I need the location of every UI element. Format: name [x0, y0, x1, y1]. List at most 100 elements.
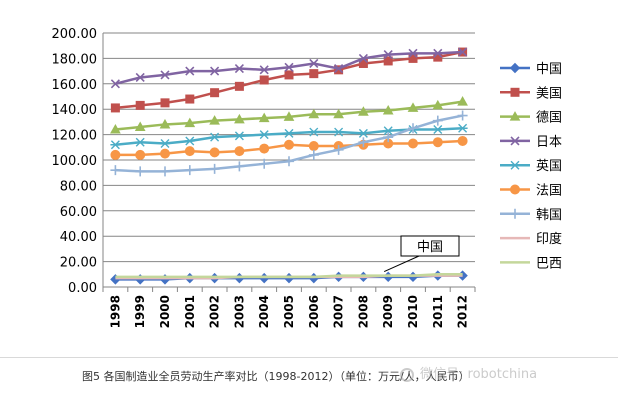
data-point	[333, 127, 344, 137]
y-tick-label: 160.00	[52, 78, 98, 93]
y-tick-label: 120.00	[52, 129, 98, 144]
legend-marker	[510, 136, 520, 146]
legend-item: 日本	[500, 135, 562, 150]
x-tick-label: 1998	[108, 295, 122, 328]
x-tick-label: 2012	[456, 295, 470, 328]
series-日本	[110, 47, 468, 89]
annotation-leader	[383, 255, 420, 273]
data-point	[284, 139, 294, 150]
data-point	[308, 272, 320, 284]
data-point	[209, 115, 220, 125]
data-point	[382, 104, 394, 115]
data-point	[457, 96, 468, 106]
data-point	[259, 158, 270, 169]
data-point	[110, 103, 120, 113]
data-point	[308, 108, 320, 119]
data-point	[234, 113, 245, 124]
y-tick-label: 20.00	[60, 256, 97, 271]
legend-item: 英国	[500, 159, 562, 174]
y-tick-label: 200.00	[52, 27, 98, 42]
legend-label: 英国	[536, 159, 562, 174]
annotation-text: 中国	[417, 240, 443, 255]
data-point	[160, 98, 170, 108]
data-point	[160, 138, 170, 148]
data-point	[110, 149, 121, 160]
x-tick-label: 2001	[183, 295, 197, 328]
y-tick-label: 100.00	[52, 154, 98, 169]
series-法国	[110, 135, 468, 160]
legend-item: 巴西	[500, 256, 562, 271]
data-point	[333, 144, 344, 155]
figure-caption: 图5 各国制造业全员劳动生产率对比（1998-2012）（单位：万元/人，人民币…	[82, 370, 470, 383]
y-tick-label: 40.00	[60, 230, 97, 245]
x-tick-label: 2011	[431, 295, 445, 328]
data-point	[185, 66, 195, 76]
data-point	[259, 65, 269, 75]
wechat-logo-icon	[400, 367, 414, 382]
legend-marker	[510, 87, 520, 97]
data-point	[259, 130, 270, 140]
data-point	[234, 161, 245, 172]
data-point	[234, 131, 245, 141]
legend-item: 德国	[500, 111, 562, 126]
x-tick-label: 2004	[257, 295, 271, 328]
data-point	[432, 115, 443, 126]
series-巴西	[115, 273, 463, 279]
y-tick-label: 60.00	[60, 205, 97, 220]
data-point	[135, 100, 145, 110]
data-point	[309, 58, 319, 69]
x-tick-label: 2007	[332, 295, 346, 328]
data-point	[160, 70, 170, 80]
data-point	[383, 56, 393, 66]
legend-label: 美国	[536, 86, 562, 101]
legend-label: 日本	[536, 135, 562, 150]
chart-area: 0.00 20.00 40.00 60.00 80.00 100.00 120.00 140.…	[0, 27, 618, 358]
legend-label: 德国	[536, 111, 562, 126]
legend-marker	[510, 184, 520, 195]
watermark-text: 微信号: robotchina	[420, 367, 538, 382]
data-point	[135, 149, 146, 160]
data-point	[432, 125, 443, 135]
legend-item: 法国	[500, 184, 562, 199]
data-point	[432, 99, 444, 110]
legend-label: 印度	[536, 231, 562, 247]
data-point	[283, 111, 295, 121]
legend-label: 巴西	[536, 256, 562, 271]
data-point	[210, 66, 220, 76]
legend-item: 韩国	[500, 208, 562, 223]
data-point	[334, 63, 344, 74]
data-point	[259, 75, 269, 85]
legend-label: 韩国	[536, 208, 562, 223]
legend-item: 中国	[500, 62, 562, 77]
data-point	[432, 137, 443, 148]
data-point	[284, 128, 294, 138]
data-point	[258, 272, 270, 284]
legend-marker	[509, 62, 521, 74]
x-tick-label: 2005	[282, 295, 296, 328]
data-point	[407, 102, 419, 112]
data-point	[283, 272, 295, 284]
data-point	[284, 156, 294, 167]
x-tick-label: 1999	[133, 295, 147, 328]
legend-label: 法国	[536, 184, 562, 199]
data-point	[308, 141, 319, 152]
data-point	[184, 165, 195, 176]
data-point	[110, 165, 121, 176]
data-point	[134, 121, 146, 131]
data-point	[457, 110, 468, 121]
data-point	[383, 126, 394, 136]
legend-item: 美国	[500, 86, 562, 101]
data-point	[383, 50, 393, 60]
data-point	[234, 81, 244, 91]
data-point	[160, 148, 170, 159]
y-tick-label: 80.00	[60, 179, 97, 194]
data-point	[135, 72, 145, 83]
legend-label: 中国	[536, 62, 562, 77]
legend-marker	[510, 160, 520, 170]
legend-item: 印度	[500, 231, 562, 247]
data-point	[184, 136, 195, 146]
x-tick-label: 2002	[208, 295, 222, 328]
data-point	[160, 166, 170, 177]
series-德国	[110, 96, 468, 134]
